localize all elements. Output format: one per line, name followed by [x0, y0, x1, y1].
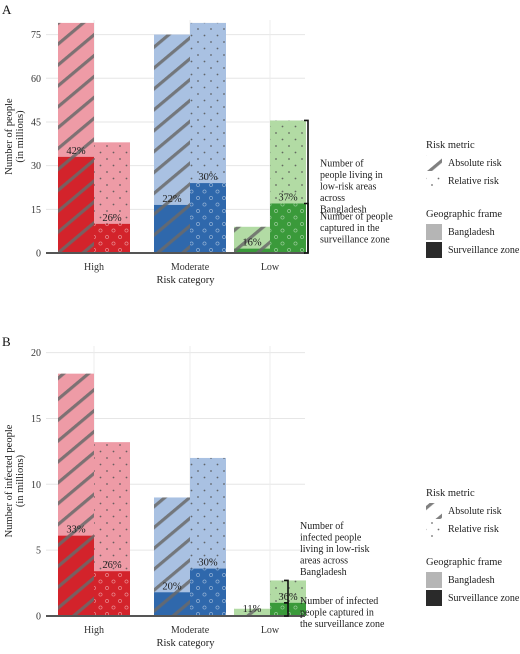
- y-tick-label: 5: [36, 546, 41, 557]
- y-axis-label-line: (in millions): [15, 110, 26, 163]
- bar-surveillance-pattern: [270, 203, 306, 253]
- annotation-line: living in low-risk: [300, 544, 369, 555]
- bar-surveillance-pattern: [190, 568, 226, 616]
- annotation-bracket: [284, 602, 289, 617]
- y-axis-label-line: Number of people: [4, 98, 15, 175]
- legend-item: Relative risk: [448, 524, 499, 535]
- legend-item: Absolute risk: [448, 158, 502, 169]
- data-label: 26%: [102, 213, 122, 224]
- x-tick-label: High: [84, 625, 104, 636]
- y-axis-label-line: Number of infected people: [4, 424, 15, 537]
- x-tick-label: Low: [261, 262, 280, 273]
- annotation-line: people captured in: [300, 608, 374, 619]
- data-label: 42%: [66, 146, 86, 157]
- data-label: 20%: [162, 581, 182, 592]
- annotation-line: people living in: [320, 170, 383, 181]
- legend-title: Geographic frame: [426, 557, 502, 568]
- annotation-line: Bangladesh: [300, 567, 347, 578]
- data-label: 22%: [162, 194, 182, 205]
- annotation-line: areas across: [300, 555, 348, 566]
- y-axis-label: Number of people(in millions): [4, 98, 26, 175]
- bar-surveillance-pattern: [234, 248, 270, 253]
- x-tick-label: Moderate: [171, 262, 210, 273]
- legend-swatch-absolute: [426, 155, 442, 171]
- bar-surveillance-pattern: [58, 156, 94, 253]
- annotation-line: the surveillance zone: [300, 619, 385, 630]
- bar-surveillance-pattern: [58, 535, 94, 616]
- annotation-text: Number of infected people living in low-ri…: [300, 521, 369, 578]
- data-label: 16%: [242, 238, 262, 249]
- legend-swatch-relative: [426, 521, 442, 537]
- x-tick-label: Low: [261, 625, 280, 636]
- y-tick-label: 60: [31, 74, 41, 85]
- y-tick-label: 15: [31, 205, 41, 216]
- annotation-text: Number of people living in low-risk areas a…: [320, 159, 383, 216]
- annotation-line: infected people: [300, 532, 362, 543]
- bar-pattern: [234, 608, 270, 616]
- data-label: 30%: [198, 558, 218, 569]
- legend-swatch-bangladesh: [426, 224, 442, 240]
- bar-surveillance-pattern: [154, 592, 190, 616]
- bar-surveillance-pattern: [190, 183, 226, 253]
- legend-title: Risk metric: [426, 488, 475, 499]
- y-axis-label: Number of infected people(in millions): [4, 424, 26, 537]
- legend-item: Bangladesh: [448, 575, 495, 586]
- legend-title: Geographic frame: [426, 209, 502, 220]
- bar-surveillance-pattern: [94, 571, 130, 616]
- annotation-bracket: [304, 202, 309, 254]
- legend-title: Risk metric: [426, 140, 475, 151]
- annotation-line: across: [320, 193, 345, 204]
- annotation-line: Number of: [320, 159, 364, 170]
- y-tick-label: 75: [31, 30, 41, 41]
- bar-surveillance-pattern: [94, 223, 130, 253]
- legend-swatch-surveillance: [426, 590, 442, 606]
- annotation-text: Number of infected people captured in the …: [300, 596, 385, 630]
- annotation-text: Number of people captured in the surveilla…: [320, 212, 393, 246]
- annotation-line: surveillance zone: [320, 235, 390, 246]
- data-label: 37%: [278, 192, 298, 203]
- legend-item: Bangladesh: [448, 227, 495, 238]
- data-label: 30%: [198, 172, 218, 183]
- y-tick-label: 0: [36, 612, 41, 623]
- panel-label: A: [2, 2, 12, 17]
- y-tick-label: 0: [36, 249, 41, 260]
- legend-swatch-absolute: [426, 503, 442, 519]
- y-tick-label: 10: [31, 480, 41, 491]
- data-label: 11%: [243, 604, 262, 615]
- y-tick-label: 15: [31, 414, 41, 425]
- annotation-line: captured in the: [320, 223, 380, 234]
- legend-item: Surveillance zone: [448, 593, 520, 604]
- panel-label: B: [2, 334, 11, 349]
- bar-surveillance-pattern: [154, 204, 190, 253]
- annotation-line: Number of infected: [300, 596, 378, 607]
- annotation-line: Number of: [300, 521, 344, 532]
- y-tick-label: 20: [31, 348, 41, 359]
- annotation-line: Number of people: [320, 212, 393, 223]
- legend-item: Absolute risk: [448, 506, 502, 517]
- y-tick-label: 45: [31, 117, 41, 128]
- data-label: 26%: [102, 560, 122, 571]
- y-axis-label-line: (in millions): [15, 454, 26, 507]
- x-tick-label: Moderate: [171, 625, 210, 636]
- legend-swatch-bangladesh: [426, 572, 442, 588]
- legend-item: Relative risk: [448, 176, 499, 187]
- y-tick-label: 30: [31, 161, 41, 172]
- data-label: 33%: [66, 525, 86, 536]
- x-axis-label: Risk category: [156, 638, 215, 649]
- legend-item: Surveillance zone: [448, 245, 520, 256]
- x-axis-label: Risk category: [156, 275, 215, 286]
- annotation-line: Bangladesh: [320, 205, 367, 216]
- annotation-line: low-risk areas: [320, 182, 376, 193]
- x-tick-label: High: [84, 262, 104, 273]
- legend-swatch-relative: [426, 173, 442, 189]
- legend-swatch-surveillance: [426, 242, 442, 258]
